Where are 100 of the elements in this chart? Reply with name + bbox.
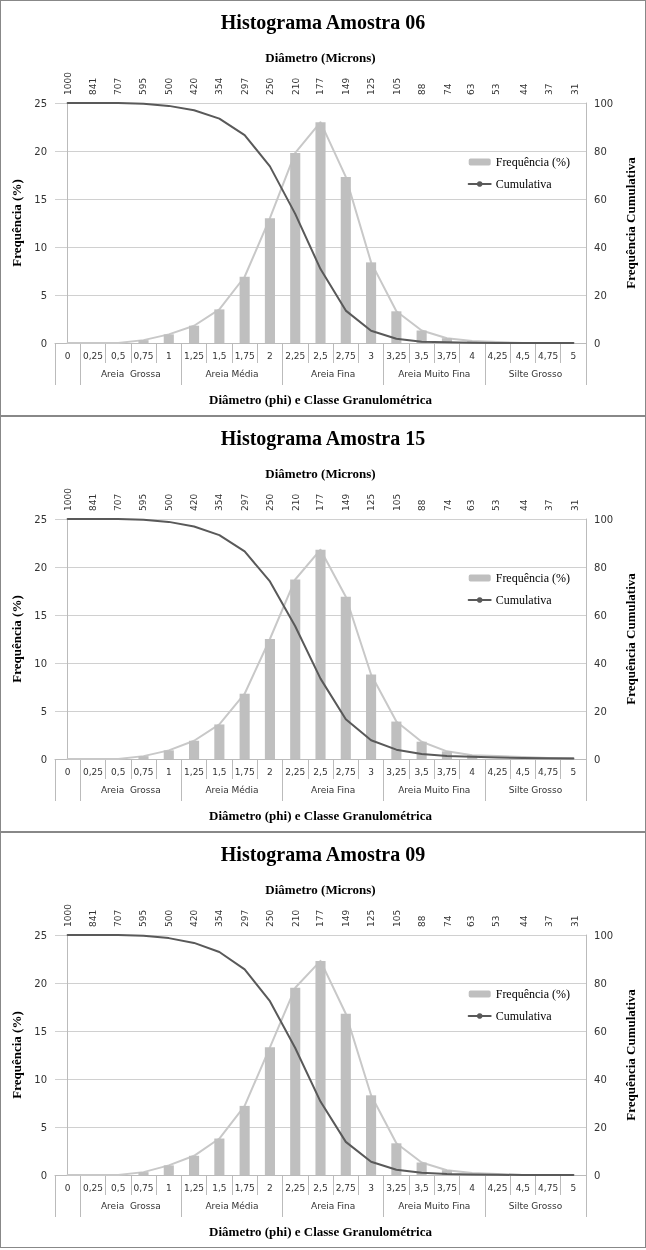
- y2-tick-label: 80: [594, 561, 607, 573]
- x-tick-label: 0,75: [133, 766, 154, 777]
- x-tick-label: 1,25: [184, 350, 205, 361]
- y-axis-title: Frequência (%): [9, 595, 25, 683]
- text: Areia Média: [205, 368, 259, 379]
- text: Areia Muito Fina: [398, 1200, 471, 1211]
- x-tick-label: 0: [64, 766, 71, 777]
- x2-tick-label: 297: [239, 77, 250, 95]
- y2-tick-label: 100: [594, 97, 614, 109]
- y2-tick-label: 60: [594, 609, 607, 621]
- x2-tick-label: 841: [87, 77, 98, 95]
- x2-tick-label: 595: [138, 493, 149, 511]
- x2-tick-label: 420: [189, 493, 200, 511]
- x2-tick-label: 1000: [62, 903, 73, 927]
- x-tick-label: 2,5: [313, 350, 328, 361]
- x2-tick-label: 74: [442, 499, 453, 511]
- y2-tick-label: 20: [594, 289, 607, 301]
- x2-tick-label: 37: [543, 83, 554, 95]
- x-tick-label: 3,5: [414, 350, 429, 361]
- x-tick-label: 3,25: [386, 1182, 407, 1193]
- x-tick-label: 1,25: [184, 766, 205, 777]
- x-tick-label: 3: [368, 1182, 374, 1193]
- x-tick-label: 2: [267, 1182, 273, 1193]
- x2-tick-label: 88: [417, 83, 428, 95]
- x-tick-label: 0,5: [111, 350, 126, 361]
- y-tick-label: 5: [40, 1121, 47, 1133]
- y-tick-label: 5: [40, 289, 47, 301]
- x2-tick-label: 125: [366, 77, 377, 95]
- x2-tick-label: 841: [87, 909, 98, 927]
- text: Areia Fina: [310, 368, 356, 379]
- x2-tick-label: 595: [138, 909, 149, 927]
- y2-tick-label: 40: [594, 241, 607, 253]
- text: Areia Fina: [310, 1200, 356, 1211]
- x2-tick-label: 105: [391, 77, 402, 95]
- x2-tick-label: 210: [290, 493, 301, 511]
- y-tick-label: 20: [34, 145, 47, 157]
- y-tick-label: 10: [34, 657, 47, 669]
- y-tick-label: 0: [40, 753, 47, 765]
- x-tick-label: 4,5: [515, 1182, 530, 1193]
- x-tick-label: 5: [570, 350, 577, 361]
- x2-axis-title: Diâmetro (Microns): [265, 466, 376, 482]
- y2-tick-label: 0: [594, 337, 601, 349]
- x-tick-label: 5: [570, 1182, 577, 1193]
- x-axis-title: Diâmetro (phi) e Classe Granulométrica: [209, 1224, 433, 1239]
- x2-tick-label: 31: [569, 499, 580, 511]
- legend-label: Cumulativa: [495, 593, 553, 607]
- x2-tick-label: 595: [138, 77, 149, 95]
- y-tick-label: 5: [40, 705, 47, 717]
- x2-tick-label: 297: [239, 909, 250, 927]
- chart-title: Histograma Amostra 09: [220, 843, 426, 866]
- y-tick-label: 25: [34, 929, 47, 941]
- x-tick-label: 3: [368, 350, 374, 361]
- x2-tick-label: 250: [265, 909, 276, 927]
- x2-tick-label: 500: [163, 909, 174, 927]
- legend-label: Frequência (%): [495, 571, 570, 585]
- x2-tick-label: 177: [315, 909, 326, 927]
- x2-tick-label: 53: [491, 499, 502, 511]
- x2-tick-label: 105: [391, 909, 402, 927]
- chart-title: Histograma Amostra 06: [220, 11, 426, 34]
- x-tick-label: 3,25: [386, 766, 407, 777]
- x2-tick-label: 125: [366, 909, 377, 927]
- x-tick-label: 4,5: [515, 766, 530, 777]
- x-tick-label: 0,75: [133, 350, 154, 361]
- x2-tick-label: 105: [391, 493, 402, 511]
- x-tick-label: 1,5: [212, 1182, 227, 1193]
- x-tick-label: 1,75: [234, 350, 255, 361]
- y-tick-label: 0: [40, 1169, 47, 1181]
- x-tick-label: 0,25: [82, 766, 103, 777]
- x2-tick-label: 53: [491, 915, 502, 927]
- text: Silte Grosso: [508, 368, 563, 379]
- y-tick-label: 15: [34, 1025, 47, 1037]
- y-tick-label: 25: [34, 513, 47, 525]
- y2-tick-label: 100: [594, 513, 614, 525]
- text: Areia Muito Fina: [398, 368, 471, 379]
- x2-tick-label: 149: [340, 909, 351, 927]
- x2-tick-label: 177: [315, 77, 326, 95]
- x-tick-label: 5: [570, 766, 577, 777]
- x-tick-label: 4,75: [538, 1182, 559, 1193]
- x2-tick-label: 63: [466, 499, 477, 511]
- x2-tick-label: 177: [315, 493, 326, 511]
- x2-tick-label: 31: [569, 915, 580, 927]
- x2-tick-label: 31: [569, 83, 580, 95]
- x-tick-label: 2: [267, 766, 273, 777]
- text: Areia Média: [205, 1200, 259, 1211]
- y2-tick-label: 0: [594, 753, 601, 765]
- x2-tick-label: 74: [442, 83, 453, 95]
- legend-label: Cumulativa: [495, 177, 553, 191]
- y-tick-label: 10: [34, 241, 47, 253]
- x2-tick-label: 1000: [62, 487, 73, 511]
- x-tick-label: 2,25: [285, 1182, 306, 1193]
- y2-tick-label: 80: [594, 145, 607, 157]
- legend-label: Frequência (%): [495, 155, 570, 169]
- y2-tick-label: 40: [594, 1073, 607, 1085]
- x2-tick-label: 707: [113, 493, 124, 511]
- y2-axis-title: Frequência Cumulativa: [623, 156, 638, 289]
- x-axis-title: Diâmetro (phi) e Classe Granulométrica: [209, 808, 433, 823]
- x-tick-label: 3: [368, 766, 374, 777]
- y2-tick-label: 60: [594, 193, 607, 205]
- x-tick-label: 4,25: [487, 766, 508, 777]
- text: Areia Grossa: [100, 784, 161, 795]
